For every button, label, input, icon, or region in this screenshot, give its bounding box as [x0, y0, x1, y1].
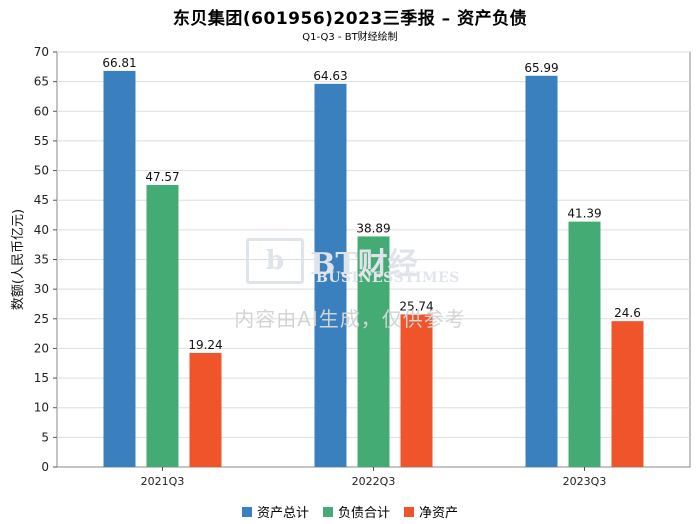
bar-value-label: 66.81	[102, 56, 136, 70]
y-tick-label: 10	[34, 401, 49, 415]
y-axis-label: 数额(人民币亿元)	[11, 209, 26, 310]
legend-item: 资产总计	[241, 502, 309, 521]
bar-value-label: 65.99	[524, 61, 558, 75]
bar	[400, 314, 433, 467]
legend-label: 资产总计	[256, 506, 309, 521]
bar-value-label: 24.6	[614, 306, 641, 320]
bar-value-label: 25.74	[399, 299, 433, 313]
bar	[189, 352, 222, 467]
bar	[314, 83, 347, 467]
legend-swatch	[404, 506, 414, 517]
y-tick-label: 15	[34, 371, 49, 385]
y-tick-label: 20	[34, 341, 49, 355]
y-tick-label: 30	[34, 282, 49, 296]
bar	[103, 70, 136, 467]
y-tick-label: 0	[41, 460, 49, 474]
bar	[357, 236, 390, 467]
bar	[525, 75, 558, 468]
x-tick-label: 2023Q3	[563, 475, 607, 488]
bar-value-label: 41.39	[567, 207, 601, 221]
bar-value-label: 19.24	[188, 338, 222, 352]
bar	[146, 184, 179, 468]
y-tick-label: 25	[34, 312, 49, 326]
chart-title: 东贝集团(601956)2023三季报 – 资产负债	[172, 9, 528, 29]
legend-label: 净资产	[419, 506, 459, 521]
legend-item: 净资产	[404, 502, 458, 521]
y-tick-label: 55	[34, 134, 49, 148]
legend-swatch	[322, 506, 333, 517]
x-tick-label: 2021Q3	[141, 475, 185, 488]
y-tick-label: 35	[34, 253, 49, 267]
bar-value-label: 38.89	[356, 221, 390, 235]
y-tick-label: 65	[34, 75, 49, 89]
y-tick-label: 60	[34, 104, 49, 118]
bar	[611, 321, 644, 467]
legend-label: 负债合计	[337, 506, 390, 521]
chart-legend: 资产总计 负债合计 净资产	[0, 502, 700, 521]
bar	[568, 221, 601, 467]
y-tick-label: 40	[34, 223, 49, 237]
y-tick-label: 50	[34, 164, 49, 178]
y-tick-label: 5	[41, 430, 49, 444]
legend-item: 负债合计	[322, 502, 390, 521]
x-tick-label: 2022Q3	[352, 475, 396, 488]
y-tick-label: 45	[34, 193, 49, 207]
chart-subtitle: Q1-Q3 - BT财经绘制	[302, 32, 398, 43]
legend-swatch	[241, 506, 252, 517]
bar-value-label: 64.63	[313, 69, 347, 83]
y-tick-label: 70	[34, 45, 49, 59]
bar-value-label: 47.57	[145, 170, 179, 184]
